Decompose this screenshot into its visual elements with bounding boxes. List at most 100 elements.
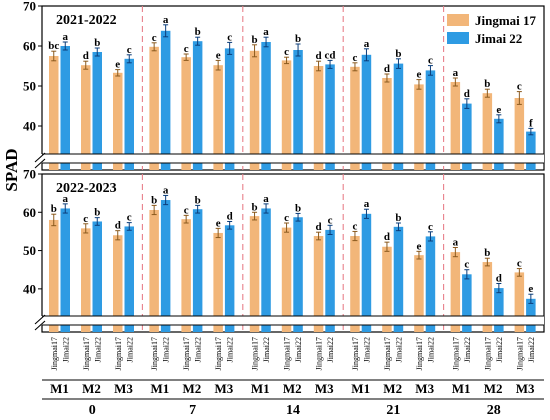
x-category-label: Jimai22 [125,337,134,362]
bar [181,57,191,171]
bar [281,227,292,332]
x-category-label: Jimai22 [93,337,102,362]
bar [494,118,504,170]
bar [213,65,223,170]
legend-entry: Jingmai 17 [475,13,537,28]
y-tick-label: 70 [23,0,36,14]
bar [92,52,102,170]
bar [60,208,70,332]
significance-label: a [453,237,459,249]
significance-label: cd [325,49,336,61]
bar [149,46,159,170]
bar [92,221,102,332]
x-category-label: Jingmai17 [415,337,424,370]
bar [414,255,424,332]
x-category-label: Jingmai17 [383,337,392,370]
bar [160,30,171,170]
bar [514,272,525,332]
bar [224,225,235,332]
bar [361,213,372,332]
y-tick-label: 50 [23,79,36,94]
bar [113,72,123,170]
bar [81,65,91,170]
x-category-label: Jingmai17 [50,337,59,370]
bar [514,98,525,170]
significance-label: d [384,63,390,75]
x-category-label: Jimai22 [194,337,203,362]
bar [313,66,324,170]
x-category-label: Jingmai17 [114,337,123,370]
significance-label: c [517,258,522,270]
bar [393,226,404,332]
bar [462,274,472,332]
significance-label: c [284,46,289,58]
bar [450,252,461,332]
significance-label: c [328,214,333,226]
bar [124,58,134,170]
significance-label: d [464,88,470,100]
bar [393,63,404,170]
bar [149,209,159,332]
significance-label: a [263,26,269,38]
bar [425,236,436,332]
bar [361,54,372,170]
significance-label: c [127,44,132,56]
treatment-label: M3 [415,381,434,396]
treatment-label: M2 [183,381,202,396]
x-category-label: Jimai22 [226,337,235,362]
significance-label: b [484,78,490,90]
significance-label: e [417,69,422,81]
bar [350,66,360,170]
bar [425,70,436,170]
y-tick-label: 40 [23,119,36,134]
legend-swatch [447,32,469,44]
y-tick-label: 70 [23,167,36,182]
significance-label: c [517,81,522,93]
x-category-label: Jingmai17 [315,337,324,370]
x-category-label: Jimai22 [463,337,472,362]
bar [482,93,493,170]
treatment-label: M3 [114,381,133,396]
significance-label: bc [48,40,59,52]
significance-label: e [417,240,422,252]
significance-label: b [251,34,257,46]
bar [192,41,203,171]
treatment-label: M1 [251,381,270,396]
bar [526,131,536,170]
treatment-label: M2 [484,381,503,396]
significance-label: a [263,193,269,205]
significance-label: d [315,221,321,233]
significance-label: d [227,210,233,222]
bar [382,78,392,170]
significance-label: c [353,220,358,232]
day-label: 28 [487,403,501,418]
panel-year-title: 2021-2022 [56,13,117,28]
significance-label: a [453,67,459,79]
x-category-label: Jimai22 [262,337,271,362]
significance-label: c [184,204,189,216]
bar [261,208,271,332]
bar [382,246,392,332]
significance-label: c [428,221,433,233]
panel-frame [41,173,545,333]
significance-label: e [216,217,221,229]
significance-label: b [295,202,301,214]
significance-label: a [63,31,69,43]
bar [450,82,461,170]
significance-label: b [94,207,100,219]
significance-label: b [195,194,201,206]
treatment-label: M2 [283,381,302,396]
x-category-label: Jingmai17 [214,337,223,370]
y-tick-label: 50 [23,243,36,258]
significance-label: d [496,272,502,284]
day-label: 0 [89,403,96,418]
bar [261,42,271,170]
treatment-label: M1 [151,381,170,396]
axis-break-mark [34,314,46,325]
significance-label: c [152,32,157,44]
x-category-label: Jimai22 [495,337,504,362]
bar [213,232,223,332]
significance-label: a [364,38,370,50]
significance-label: c [353,52,358,64]
bar [526,298,536,332]
